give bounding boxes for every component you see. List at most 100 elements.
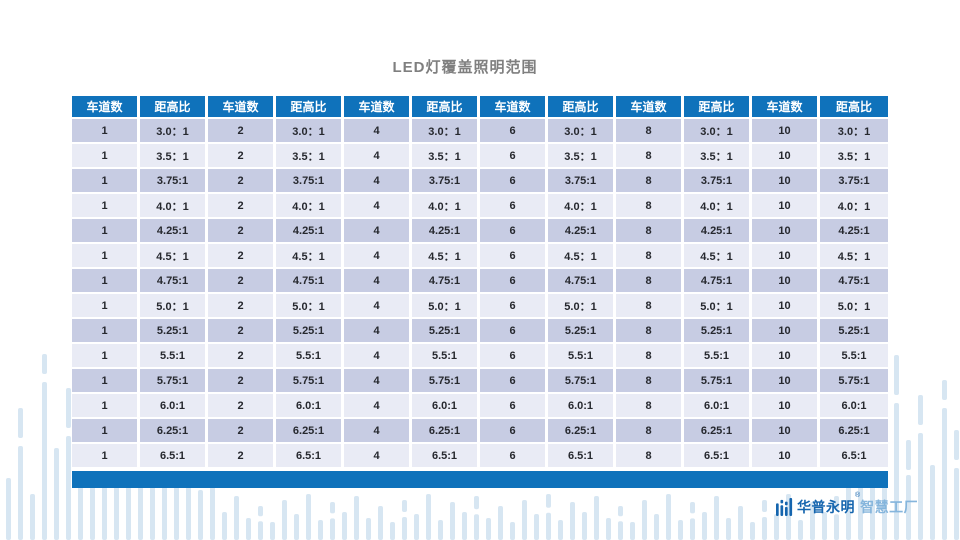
ratio-cell: 6.25:1 xyxy=(412,419,480,444)
ratio-cell: 6.5:1 xyxy=(820,444,888,469)
ratio-cell: 3.5：1 xyxy=(412,144,480,169)
lane-cell: 8 xyxy=(616,244,684,269)
lane-cell: 8 xyxy=(616,319,684,344)
ratio-cell: 6.0:1 xyxy=(684,394,752,419)
lane-cell: 4 xyxy=(344,269,412,294)
lane-cell: 6 xyxy=(480,394,548,419)
lane-cell: 6 xyxy=(480,244,548,269)
ratio-cell: 3.75:1 xyxy=(412,169,480,194)
table-row: 1 6.0:1 2 6.0:1 4 6.0:1 6 6.0:1 8 6.0:1 10 6.0:1 xyxy=(72,394,888,419)
footer-logo: 华普永明®智慧工厂 xyxy=(776,492,918,517)
lane-cell: 2 xyxy=(208,319,276,344)
ratio-cell: 4.5：1 xyxy=(548,244,616,269)
ratio-cell: 3.75:1 xyxy=(140,169,208,194)
lane-cell: 2 xyxy=(208,444,276,469)
ratio-cell: 6.25:1 xyxy=(548,419,616,444)
ratio-cell: 3.5：1 xyxy=(140,144,208,169)
lane-cell: 6 xyxy=(480,369,548,394)
ratio-cell: 6.5:1 xyxy=(684,444,752,469)
lane-cell: 6 xyxy=(480,444,548,469)
ratio-cell: 5.0：1 xyxy=(276,294,344,319)
ratio-cell: 5.25:1 xyxy=(548,319,616,344)
lane-cell: 2 xyxy=(208,294,276,319)
lane-cell: 6 xyxy=(480,344,548,369)
lane-cell: 2 xyxy=(208,269,276,294)
lane-cell: 10 xyxy=(752,244,820,269)
ratio-cell: 5.25:1 xyxy=(276,319,344,344)
table-row: 1 6.5:1 2 6.5:1 4 6.5:1 6 6.5:1 8 6.5:1 10 6.5:1 xyxy=(72,444,888,469)
ratio-cell: 5.5:1 xyxy=(820,344,888,369)
ratio-cell: 6.25:1 xyxy=(276,419,344,444)
lane-cell: 4 xyxy=(344,144,412,169)
ratio-cell: 4.75:1 xyxy=(276,269,344,294)
lane-cell: 4 xyxy=(344,394,412,419)
ratio-cell: 5.5:1 xyxy=(548,344,616,369)
ratio-cell: 6.0:1 xyxy=(276,394,344,419)
lane-cell: 6 xyxy=(480,294,548,319)
ratio-cell: 5.0：1 xyxy=(140,294,208,319)
ratio-cell: 6.5:1 xyxy=(548,444,616,469)
lane-cell: 1 xyxy=(72,169,140,194)
lane-cell: 1 xyxy=(72,394,140,419)
lane-cell: 1 xyxy=(72,144,140,169)
ratio-cell: 5.0：1 xyxy=(684,294,752,319)
lane-header-cell: 车道数 xyxy=(480,96,548,119)
ratio-cell: 3.0：1 xyxy=(412,119,480,144)
ratio-cell: 4.0：1 xyxy=(412,194,480,219)
table-row: 1 6.25:1 2 6.25:1 4 6.25:1 6 6.25:1 8 6.25:1 10 6.2… xyxy=(72,419,888,444)
ratio-cell: 5.0：1 xyxy=(820,294,888,319)
brand-name-text: 华普永明 xyxy=(797,499,855,515)
table-row: 1 3.75:1 2 3.75:1 4 3.75:1 6 3.75:1 8 3.75:1 10 3.7… xyxy=(72,169,888,194)
lane-cell: 4 xyxy=(344,119,412,144)
lane-header-cell: 车道数 xyxy=(344,96,412,119)
lane-cell: 2 xyxy=(208,194,276,219)
lane-cell: 10 xyxy=(752,444,820,469)
lane-cell: 4 xyxy=(344,419,412,444)
table-row: 1 4.5：1 2 4.5：1 4 4.5：1 6 4.5：1 8 4.5：1 10 4.5：1 xyxy=(72,244,888,269)
lane-cell: 10 xyxy=(752,269,820,294)
ratio-cell: 3.5：1 xyxy=(684,144,752,169)
brand-logo-icon xyxy=(776,498,793,516)
ratio-cell: 5.75:1 xyxy=(412,369,480,394)
ratio-cell: 6.0:1 xyxy=(820,394,888,419)
lane-cell: 6 xyxy=(480,419,548,444)
lane-cell: 1 xyxy=(72,319,140,344)
lane-cell: 8 xyxy=(616,119,684,144)
lane-cell: 1 xyxy=(72,444,140,469)
lane-cell: 4 xyxy=(344,169,412,194)
ratio-header-cell: 距高比 xyxy=(820,96,888,119)
lane-cell: 10 xyxy=(752,169,820,194)
ratio-header-cell: 距高比 xyxy=(684,96,752,119)
ratio-cell: 4.75:1 xyxy=(548,269,616,294)
ratio-cell: 5.5:1 xyxy=(276,344,344,369)
lane-cell: 4 xyxy=(344,369,412,394)
lane-cell: 2 xyxy=(208,244,276,269)
ratio-cell: 3.75:1 xyxy=(276,169,344,194)
lane-cell: 4 xyxy=(344,319,412,344)
table-row: 1 3.5：1 2 3.5：1 4 3.5：1 6 3.5：1 8 3.5：1 10 3.5：1 xyxy=(72,144,888,169)
lane-cell: 10 xyxy=(752,394,820,419)
lane-cell: 4 xyxy=(344,219,412,244)
lane-cell: 8 xyxy=(616,169,684,194)
ratio-cell: 4.0：1 xyxy=(276,194,344,219)
ratio-cell: 5.0：1 xyxy=(412,294,480,319)
lane-cell: 2 xyxy=(208,219,276,244)
table-footer-bar xyxy=(72,471,888,488)
ratio-cell: 4.25:1 xyxy=(684,219,752,244)
ratio-cell: 4.0：1 xyxy=(820,194,888,219)
ratio-cell: 5.75:1 xyxy=(820,369,888,394)
lane-cell: 6 xyxy=(480,319,548,344)
page-title: LED灯覆盖照明范围 xyxy=(392,59,538,76)
ratio-cell: 5.25:1 xyxy=(684,319,752,344)
ratio-cell: 4.25:1 xyxy=(412,219,480,244)
lane-cell: 6 xyxy=(480,219,548,244)
ratio-cell: 4.0：1 xyxy=(140,194,208,219)
coverage-table-wrap: 车道数 距高比 车道数 距高比 车道数 距高比 车道数 距高比 车道数 距高比 车道数 距高比 1 3.… xyxy=(72,96,888,488)
lane-cell: 1 xyxy=(72,269,140,294)
ratio-cell: 4.5：1 xyxy=(276,244,344,269)
lane-cell: 1 xyxy=(72,194,140,219)
lane-cell: 4 xyxy=(344,194,412,219)
lane-cell: 6 xyxy=(480,269,548,294)
ratio-cell: 6.5:1 xyxy=(276,444,344,469)
lane-cell: 1 xyxy=(72,219,140,244)
